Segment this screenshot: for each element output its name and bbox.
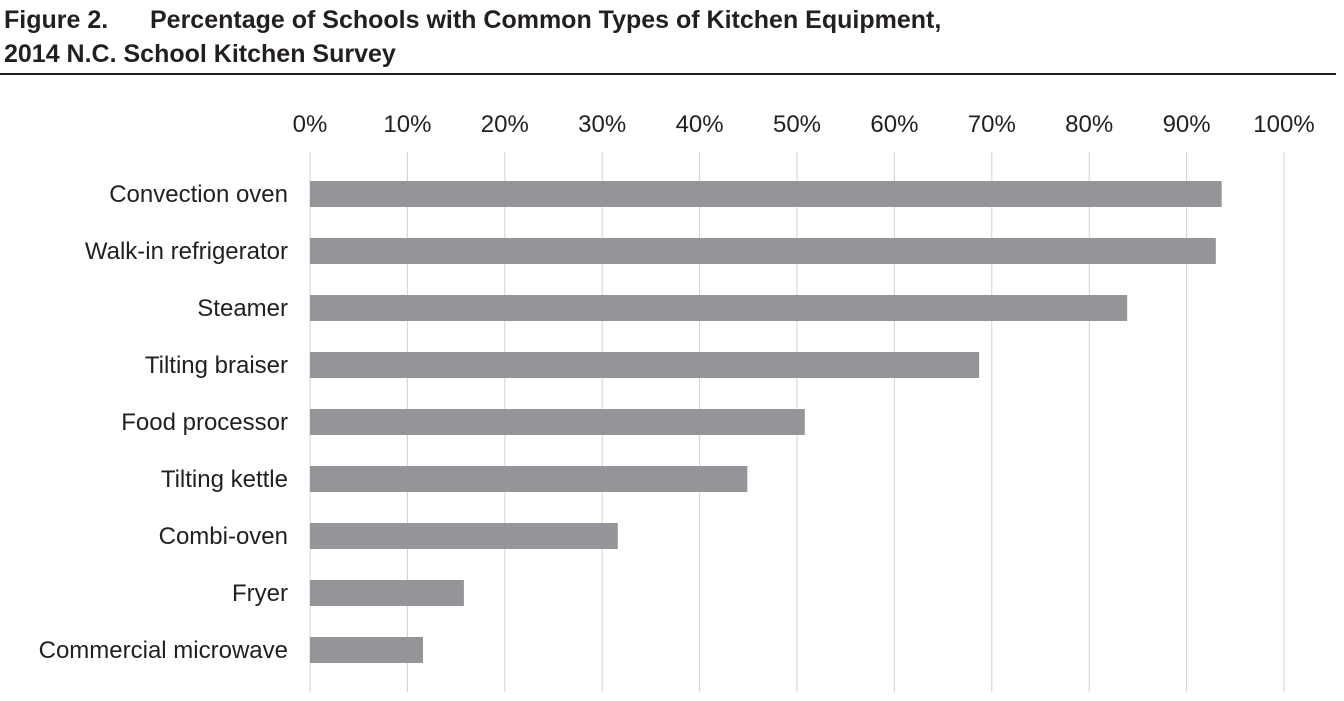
x-tick-label: 70% [968,111,1016,138]
bar [310,580,464,606]
figure-label: Figure 2. [4,6,109,34]
title-rule [0,73,1336,75]
category-labels: Convection oven Walk-in refrigerator Steam… [39,181,288,664]
bar [310,466,748,492]
x-tick-label: 90% [1163,111,1211,138]
bar [310,523,618,549]
category-label: Tilting braiser [145,352,288,379]
x-tick-label: 40% [676,111,724,138]
category-label: Fryer [232,580,288,607]
x-tick-label: 80% [1065,111,1113,138]
category-label: Convection oven [109,181,288,208]
figure-title-line-2: 2014 N.C. School Kitchen Survey [4,40,396,68]
x-tick-label: 60% [870,111,918,138]
category-label: Tilting kettle [161,466,288,493]
bar [310,295,1128,321]
bars [310,181,1222,663]
x-tick-label: 0% [293,111,328,138]
figure-title-line-1: Figure 2. Percentage of Schools with Comm… [4,3,941,37]
bar [310,238,1216,264]
figure-title: Figure 2. Percentage of Schools with Comm… [4,3,941,71]
x-tick-label: 20% [481,111,529,138]
category-label: Food processor [121,409,288,436]
bar [310,637,423,663]
x-tick-label: 30% [578,111,626,138]
category-label: Combi-oven [159,523,288,550]
figure-title-text: Percentage of Schools with Common Types … [150,6,942,34]
category-label: Commercial microwave [39,637,288,664]
x-axis-tick-labels: 0% 10% 20% 30% 40% 50% 60% 70% 80% 90% 100% [293,111,1315,138]
bar [310,409,805,435]
x-tick-label: 50% [773,111,821,138]
x-tick-label: 100% [1253,111,1314,138]
x-tick-label: 10% [383,111,431,138]
bar [310,181,1222,207]
category-label: Steamer [197,295,288,322]
category-label: Walk-in refrigerator [85,238,288,265]
bar [310,352,980,378]
